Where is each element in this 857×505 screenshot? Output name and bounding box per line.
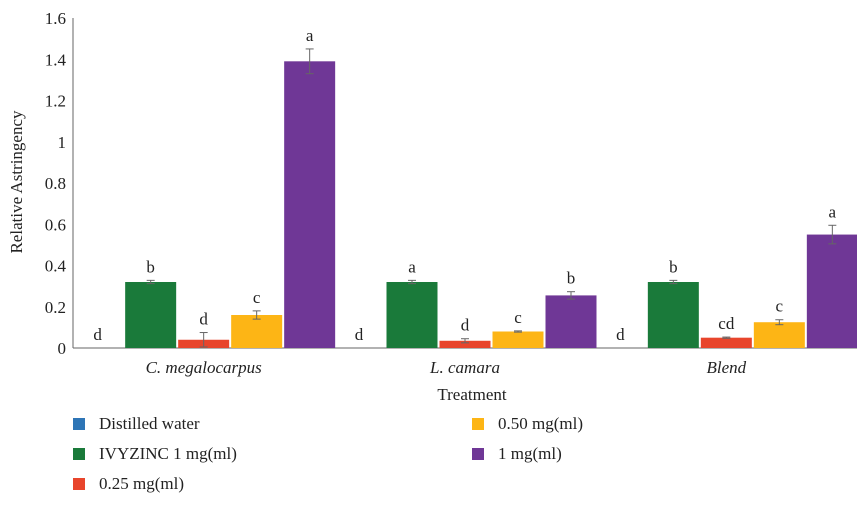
bar xyxy=(753,322,805,348)
legend-item: 1 mg(ml) xyxy=(472,444,562,464)
significance-label: c xyxy=(253,288,261,307)
significance-label: d xyxy=(616,325,625,344)
significance-label: d xyxy=(461,316,470,335)
significance-label: d xyxy=(93,325,102,344)
y-axis-label: Relative Astringency xyxy=(7,110,26,254)
x-tick-label: C. megalocarpus xyxy=(146,358,263,377)
significance-label: a xyxy=(408,257,416,276)
significance-label: a xyxy=(829,202,837,221)
y-tick-label: 0 xyxy=(58,339,67,358)
significance-label: c xyxy=(514,308,522,327)
bar xyxy=(492,331,544,348)
y-tick-label: 0.8 xyxy=(45,174,66,193)
significance-label: d xyxy=(355,325,364,344)
bar xyxy=(125,282,177,348)
y-tick-label: 1.4 xyxy=(45,50,67,69)
legend-label: 1 mg(ml) xyxy=(498,444,562,463)
significance-label: a xyxy=(306,26,314,45)
bar xyxy=(386,282,438,348)
legend-item: 0.50 mg(ml) xyxy=(472,414,583,434)
significance-label: c xyxy=(776,297,784,316)
y-tick-label: 1 xyxy=(58,133,67,152)
x-tick-label: L. camara xyxy=(429,358,500,377)
y-tick-label: 0.6 xyxy=(45,215,66,234)
bar xyxy=(284,61,336,348)
bar xyxy=(806,234,857,348)
legend-label: IVYZINC 1 mg(ml) xyxy=(99,444,237,463)
significance-label: b xyxy=(567,269,576,288)
y-tick-group: 0 0.2 0.4 0.6 0.8 1 1.2 1.4 1.6 xyxy=(45,9,67,358)
bar-group: d b d c a d a d c b d b cd c a xyxy=(93,26,857,348)
y-tick-label: 1.2 xyxy=(45,92,66,111)
legend-swatch xyxy=(73,448,85,460)
legend-label: 0.50 mg(ml) xyxy=(498,414,583,433)
bar xyxy=(439,340,491,348)
bar xyxy=(545,295,597,348)
y-tick-label: 1.6 xyxy=(45,9,66,28)
legend-label: Distilled water xyxy=(99,414,200,433)
x-axis-label: Treatment xyxy=(437,385,507,404)
legend-swatch xyxy=(472,418,484,430)
significance-label: b xyxy=(146,257,155,276)
legend-swatch xyxy=(73,418,85,430)
chart-canvas: Relative Astringency Treatment 0 0.2 0.4 0.… xyxy=(7,9,857,404)
bar xyxy=(700,337,752,348)
legend-item: Distilled water xyxy=(73,414,200,434)
legend-swatch xyxy=(472,448,484,460)
legend-item: IVYZINC 1 mg(ml) xyxy=(73,444,237,464)
x-tick-group: C. megalocarpus L. camara Blend xyxy=(146,358,747,377)
bar xyxy=(647,282,699,348)
bar xyxy=(231,315,283,348)
y-tick-label: 0.4 xyxy=(45,257,67,276)
significance-label: b xyxy=(669,257,678,276)
significance-label: cd xyxy=(718,314,735,333)
y-tick-label: 0.2 xyxy=(45,298,66,317)
x-tick-label: Blend xyxy=(707,358,747,377)
significance-label: d xyxy=(199,310,208,329)
legend-swatch xyxy=(73,478,85,490)
legend-label: 0.25 mg(ml) xyxy=(99,474,184,493)
legend-item: 0.25 mg(ml) xyxy=(73,474,184,494)
